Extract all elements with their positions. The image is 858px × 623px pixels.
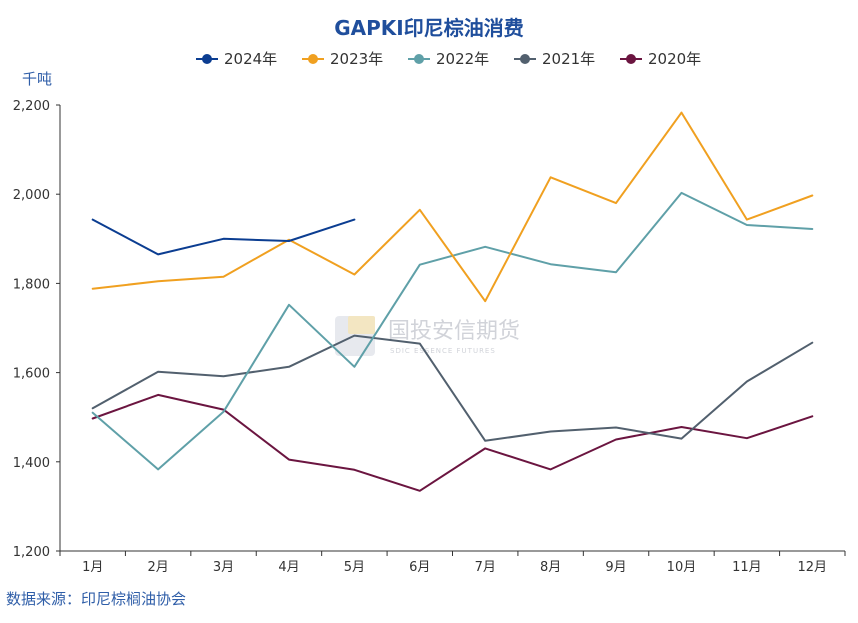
x-tick-label: 2月 xyxy=(147,560,168,575)
legend-label: 2023年 xyxy=(330,50,383,68)
legend: 2024年 2023年 2022年 2021年 2020年 xyxy=(196,50,701,68)
y-tick-label: 1,400 xyxy=(13,456,50,471)
x-tick-label: 5月 xyxy=(344,560,365,575)
legend-label: 2024年 xyxy=(224,50,277,68)
axes: 1,200 1,400 1,600 1,800 2,000 2,200 1月 2月 3月 4月 5月… xyxy=(13,99,846,575)
legend-marker xyxy=(414,54,424,64)
x-tick-label: 4月 xyxy=(278,560,299,575)
x-tick-label: 11月 xyxy=(732,560,762,575)
source-note: 数据来源：印尼棕榈油协会 xyxy=(6,590,186,608)
y-axis-unit: 千吨 xyxy=(22,70,52,88)
series-group xyxy=(91,111,814,492)
series-line-2020年 xyxy=(91,393,814,492)
y-tick-label: 1,800 xyxy=(13,277,50,292)
x-tick-label: 10月 xyxy=(667,560,697,575)
x-tick-label: 7月 xyxy=(475,560,496,575)
legend-marker xyxy=(308,54,318,64)
x-tick-label: 8月 xyxy=(540,560,561,575)
legend-item: 2024年 xyxy=(196,50,277,68)
x-tick-label: 1月 xyxy=(82,560,103,575)
legend-label: 2022年 xyxy=(436,50,489,68)
watermark: 国投安信期货 SDIC ESSENCE FUTURES xyxy=(335,316,520,356)
legend-item: 2021年 xyxy=(514,50,595,68)
x-tick-label: 12月 xyxy=(798,560,828,575)
legend-label: 2020年 xyxy=(648,50,701,68)
legend-marker xyxy=(626,54,636,64)
x-tick-label: 6月 xyxy=(409,560,430,575)
y-tick-label: 2,000 xyxy=(13,188,50,203)
watermark-subtext: SDIC ESSENCE FUTURES xyxy=(390,347,496,355)
legend-marker xyxy=(202,54,212,64)
legend-marker xyxy=(520,54,530,64)
series-line-2024年 xyxy=(91,218,356,256)
legend-item: 2020年 xyxy=(620,50,701,68)
chart-title: GAPKI印尼棕油消费 xyxy=(334,16,524,40)
watermark-text: 国投安信期货 xyxy=(388,319,520,344)
x-tick-label: 3月 xyxy=(213,560,234,575)
legend-item: 2022年 xyxy=(408,50,489,68)
legend-label: 2021年 xyxy=(542,50,595,68)
watermark-logo-accent xyxy=(348,316,375,334)
legend-item: 2023年 xyxy=(302,50,383,68)
series-line-2023年 xyxy=(91,111,814,303)
y-tick-label: 2,200 xyxy=(13,99,50,114)
y-tick-label: 1,200 xyxy=(13,545,50,560)
y-tick-label: 1,600 xyxy=(13,367,50,382)
series-line-2021年 xyxy=(91,334,814,442)
x-tick-label: 9月 xyxy=(605,560,626,575)
